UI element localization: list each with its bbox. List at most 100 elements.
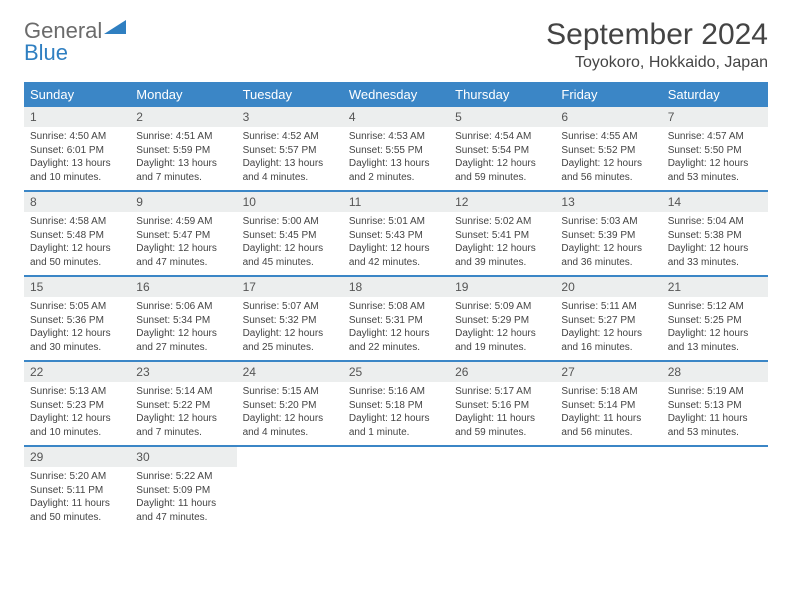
daylight-text: Daylight: 12 hours and 7 minutes. <box>136 412 230 439</box>
daylight-text: Daylight: 12 hours and 25 minutes. <box>243 327 337 354</box>
daylight-text: Daylight: 12 hours and 45 minutes. <box>243 242 337 269</box>
daylight-text: Daylight: 12 hours and 1 minute. <box>349 412 443 439</box>
title-block: September 2024 Toyokoro, Hokkaido, Japan <box>546 18 768 72</box>
sunset-text: Sunset: 5:29 PM <box>455 314 549 328</box>
day-number <box>237 447 343 453</box>
sunset-text: Sunset: 5:27 PM <box>561 314 655 328</box>
day-number: 4 <box>343 107 449 127</box>
day-cell: 7Sunrise: 4:57 AMSunset: 5:50 PMDaylight… <box>662 107 768 190</box>
daylight-text: Daylight: 12 hours and 33 minutes. <box>668 242 762 269</box>
day-number <box>662 447 768 453</box>
sunrise-text: Sunrise: 5:11 AM <box>561 300 655 314</box>
sunrise-text: Sunrise: 4:57 AM <box>668 130 762 144</box>
sunrise-text: Sunrise: 5:16 AM <box>349 385 443 399</box>
daylight-text: Daylight: 13 hours and 7 minutes. <box>136 157 230 184</box>
sunset-text: Sunset: 5:22 PM <box>136 399 230 413</box>
day-number: 30 <box>130 447 236 467</box>
sunset-text: Sunset: 5:25 PM <box>668 314 762 328</box>
weekday-header: Saturday <box>662 82 768 107</box>
daylight-text: Daylight: 12 hours and 30 minutes. <box>30 327 124 354</box>
day-number: 17 <box>237 277 343 297</box>
sunset-text: Sunset: 5:39 PM <box>561 229 655 243</box>
daylight-text: Daylight: 13 hours and 2 minutes. <box>349 157 443 184</box>
day-cell: 9Sunrise: 4:59 AMSunset: 5:47 PMDaylight… <box>130 192 236 275</box>
logo-triangle-icon <box>104 20 128 43</box>
day-number: 24 <box>237 362 343 382</box>
day-cell: 13Sunrise: 5:03 AMSunset: 5:39 PMDayligh… <box>555 192 661 275</box>
day-body: Sunrise: 5:08 AMSunset: 5:31 PMDaylight:… <box>343 297 449 360</box>
sunrise-text: Sunrise: 5:14 AM <box>136 385 230 399</box>
day-number: 14 <box>662 192 768 212</box>
sunrise-text: Sunrise: 5:06 AM <box>136 300 230 314</box>
day-cell: 26Sunrise: 5:17 AMSunset: 5:16 PMDayligh… <box>449 362 555 445</box>
day-body: Sunrise: 5:07 AMSunset: 5:32 PMDaylight:… <box>237 297 343 360</box>
sunrise-text: Sunrise: 5:04 AM <box>668 215 762 229</box>
day-number: 11 <box>343 192 449 212</box>
sunset-text: Sunset: 5:16 PM <box>455 399 549 413</box>
sunset-text: Sunset: 5:45 PM <box>243 229 337 243</box>
day-cell: 20Sunrise: 5:11 AMSunset: 5:27 PMDayligh… <box>555 277 661 360</box>
weekday-header: Sunday <box>24 82 130 107</box>
day-body: Sunrise: 4:53 AMSunset: 5:55 PMDaylight:… <box>343 127 449 190</box>
weekday-header: Friday <box>555 82 661 107</box>
calendar: SundayMondayTuesdayWednesdayThursdayFrid… <box>24 82 768 530</box>
day-number: 20 <box>555 277 661 297</box>
sunset-text: Sunset: 5:20 PM <box>243 399 337 413</box>
daylight-text: Daylight: 11 hours and 59 minutes. <box>455 412 549 439</box>
day-number: 13 <box>555 192 661 212</box>
week-row: 29Sunrise: 5:20 AMSunset: 5:11 PMDayligh… <box>24 447 768 530</box>
day-cell <box>449 447 555 530</box>
weekday-header-row: SundayMondayTuesdayWednesdayThursdayFrid… <box>24 82 768 107</box>
sunset-text: Sunset: 5:18 PM <box>349 399 443 413</box>
day-cell <box>237 447 343 530</box>
sunrise-text: Sunrise: 5:00 AM <box>243 215 337 229</box>
sunset-text: Sunset: 5:41 PM <box>455 229 549 243</box>
day-body: Sunrise: 5:02 AMSunset: 5:41 PMDaylight:… <box>449 212 555 275</box>
daylight-text: Daylight: 12 hours and 22 minutes. <box>349 327 443 354</box>
daylight-text: Daylight: 12 hours and 56 minutes. <box>561 157 655 184</box>
day-body: Sunrise: 5:20 AMSunset: 5:11 PMDaylight:… <box>24 467 130 530</box>
week-row: 15Sunrise: 5:05 AMSunset: 5:36 PMDayligh… <box>24 277 768 362</box>
sunrise-text: Sunrise: 4:54 AM <box>455 130 549 144</box>
day-number: 2 <box>130 107 236 127</box>
location-text: Toyokoro, Hokkaido, Japan <box>546 54 768 72</box>
daylight-text: Daylight: 12 hours and 13 minutes. <box>668 327 762 354</box>
sunset-text: Sunset: 5:55 PM <box>349 144 443 158</box>
day-number: 25 <box>343 362 449 382</box>
sunset-text: Sunset: 5:59 PM <box>136 144 230 158</box>
day-cell: 3Sunrise: 4:52 AMSunset: 5:57 PMDaylight… <box>237 107 343 190</box>
sunset-text: Sunset: 5:09 PM <box>136 484 230 498</box>
day-body: Sunrise: 5:19 AMSunset: 5:13 PMDaylight:… <box>662 382 768 445</box>
sunrise-text: Sunrise: 5:07 AM <box>243 300 337 314</box>
sunset-text: Sunset: 5:14 PM <box>561 399 655 413</box>
sunset-text: Sunset: 5:43 PM <box>349 229 443 243</box>
sunrise-text: Sunrise: 4:50 AM <box>30 130 124 144</box>
day-body: Sunrise: 5:09 AMSunset: 5:29 PMDaylight:… <box>449 297 555 360</box>
sunset-text: Sunset: 5:48 PM <box>30 229 124 243</box>
daylight-text: Daylight: 12 hours and 47 minutes. <box>136 242 230 269</box>
weekday-header: Thursday <box>449 82 555 107</box>
day-number: 3 <box>237 107 343 127</box>
day-number: 19 <box>449 277 555 297</box>
sunrise-text: Sunrise: 5:03 AM <box>561 215 655 229</box>
weekday-header: Tuesday <box>237 82 343 107</box>
logo-text-blue: Blue <box>24 40 68 65</box>
day-body: Sunrise: 4:54 AMSunset: 5:54 PMDaylight:… <box>449 127 555 190</box>
day-cell: 1Sunrise: 4:50 AMSunset: 6:01 PMDaylight… <box>24 107 130 190</box>
day-body: Sunrise: 5:15 AMSunset: 5:20 PMDaylight:… <box>237 382 343 445</box>
day-cell <box>343 447 449 530</box>
week-row: 22Sunrise: 5:13 AMSunset: 5:23 PMDayligh… <box>24 362 768 447</box>
day-cell: 5Sunrise: 4:54 AMSunset: 5:54 PMDaylight… <box>449 107 555 190</box>
day-number <box>555 447 661 453</box>
day-number: 8 <box>24 192 130 212</box>
sunset-text: Sunset: 5:47 PM <box>136 229 230 243</box>
sunrise-text: Sunrise: 5:18 AM <box>561 385 655 399</box>
day-body: Sunrise: 5:22 AMSunset: 5:09 PMDaylight:… <box>130 467 236 530</box>
sunset-text: Sunset: 5:50 PM <box>668 144 762 158</box>
day-number: 26 <box>449 362 555 382</box>
sunrise-text: Sunrise: 4:55 AM <box>561 130 655 144</box>
sunset-text: Sunset: 5:34 PM <box>136 314 230 328</box>
day-cell: 22Sunrise: 5:13 AMSunset: 5:23 PMDayligh… <box>24 362 130 445</box>
day-cell: 14Sunrise: 5:04 AMSunset: 5:38 PMDayligh… <box>662 192 768 275</box>
sunrise-text: Sunrise: 5:01 AM <box>349 215 443 229</box>
